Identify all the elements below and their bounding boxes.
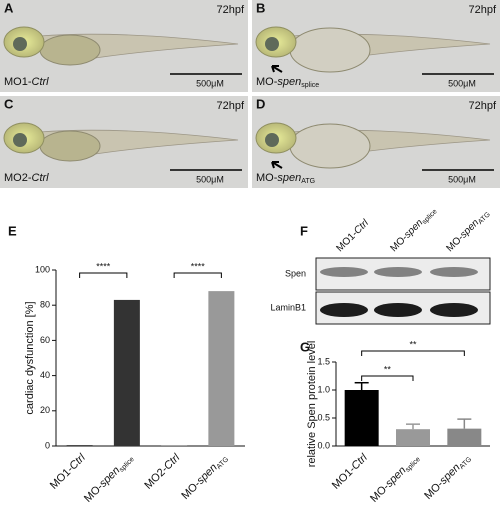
fish-eye [265, 133, 279, 147]
scale-label: 500μM [196, 78, 224, 88]
panel-letter: B [256, 0, 265, 15]
label: MO1-Ctrl [4, 76, 49, 88]
band [374, 303, 422, 317]
y-tick-label: 0.5 [317, 412, 330, 422]
significance-label: ** [384, 364, 392, 374]
label-sub: ATG [459, 456, 474, 471]
label-prefix: MO1- [4, 76, 32, 88]
panel-letter: A [4, 0, 14, 15]
label: MO2-Ctrl [142, 451, 182, 491]
y-axis-label: relative Spen protein level [306, 341, 318, 468]
label-italic: spen [277, 76, 301, 88]
bar [66, 445, 93, 446]
scale-label: 500μM [448, 174, 476, 184]
fish-eye [265, 37, 279, 51]
row-label: Spen [285, 268, 306, 278]
significance-bracket [361, 375, 414, 381]
y-tick-label: 0 [45, 440, 50, 450]
fish-yolk [289, 123, 371, 169]
arrow [271, 65, 283, 73]
label: MO1-Ctrl [330, 451, 370, 491]
band [430, 267, 478, 277]
label: MO1-Ctrl [334, 217, 371, 254]
bar [113, 299, 140, 446]
fish-eye [13, 133, 27, 147]
label: MO2-Ctrl [4, 172, 49, 184]
label-italic: Ctrl [32, 172, 50, 184]
fish-eye [13, 37, 27, 51]
label-sub: ATG [216, 456, 231, 471]
label-sub: splice [301, 82, 319, 89]
fish [255, 122, 491, 169]
label-sub: splice [405, 456, 423, 474]
stage: 72hpf [468, 100, 496, 112]
y-tick-label: 100 [35, 264, 50, 274]
y-tick-label: 1.5 [317, 356, 330, 366]
panel-letter: D [256, 96, 265, 111]
significance-label: ** [409, 339, 417, 349]
significance-bracket [173, 272, 222, 278]
stage: 72hpf [468, 4, 496, 16]
label-prefix: MO- [256, 172, 278, 184]
label: MO-spensplice [368, 452, 422, 506]
y-tick-label: 40 [40, 370, 50, 380]
significance-bracket [79, 272, 128, 278]
y-tick-label: 1.0 [317, 384, 330, 394]
y-axis-label: cardiac dysfunction [%] [24, 301, 36, 414]
row-label: LaminB1 [270, 302, 306, 312]
band [320, 267, 368, 277]
scale-label: 500μM [448, 78, 476, 88]
label-prefix: MO- [256, 76, 278, 88]
label: MO-spenATG [444, 207, 492, 255]
significance-label: **** [191, 261, 206, 271]
fish [255, 26, 491, 73]
stage: 72hpf [216, 4, 244, 16]
band [320, 303, 368, 317]
panel-letter: C [4, 96, 14, 111]
panel-letter: E [8, 223, 17, 238]
label-sub: ATG [477, 211, 492, 226]
band [374, 267, 422, 277]
error-bar [406, 423, 420, 430]
fish [3, 122, 239, 162]
arrow [271, 161, 283, 169]
label: MO1-Ctrl [48, 451, 88, 491]
significance-label: **** [96, 261, 111, 271]
band [430, 303, 478, 317]
label-italic: spen [277, 172, 301, 184]
label-prefix: MO2- [4, 172, 32, 184]
label-sub: splice [118, 456, 136, 474]
label-sub: ATG [301, 178, 315, 185]
y-tick-label: 20 [40, 405, 50, 415]
bar [161, 445, 188, 446]
y-tick-label: 0.0 [317, 440, 330, 450]
y-tick-label: 60 [40, 335, 50, 345]
panel-letter: G [300, 339, 310, 354]
y-tick-label: 80 [40, 300, 50, 310]
fish-yolk [289, 27, 371, 73]
bar [396, 429, 430, 446]
significance-bracket [361, 350, 465, 356]
label: MO-spenATG [179, 452, 230, 503]
panel-letter: F [300, 223, 308, 238]
label-italic: Ctrl [32, 76, 50, 88]
error-bar [354, 381, 369, 390]
label: MO-spensplice [388, 204, 439, 255]
bar [447, 428, 482, 446]
label: MO-spenATG [422, 452, 473, 503]
label: MO-spenATG [256, 172, 315, 185]
error-bar [457, 418, 472, 429]
fish-yolk [39, 34, 101, 66]
label: MO-spensplice [256, 76, 319, 89]
bar [208, 291, 235, 446]
label-sub: splice [421, 208, 439, 226]
bar [344, 390, 379, 446]
stage: 72hpf [216, 100, 244, 112]
fish-yolk [39, 130, 101, 162]
scale-label: 500μM [196, 174, 224, 184]
fish [3, 26, 239, 66]
label: MO-spensplice [82, 452, 136, 506]
